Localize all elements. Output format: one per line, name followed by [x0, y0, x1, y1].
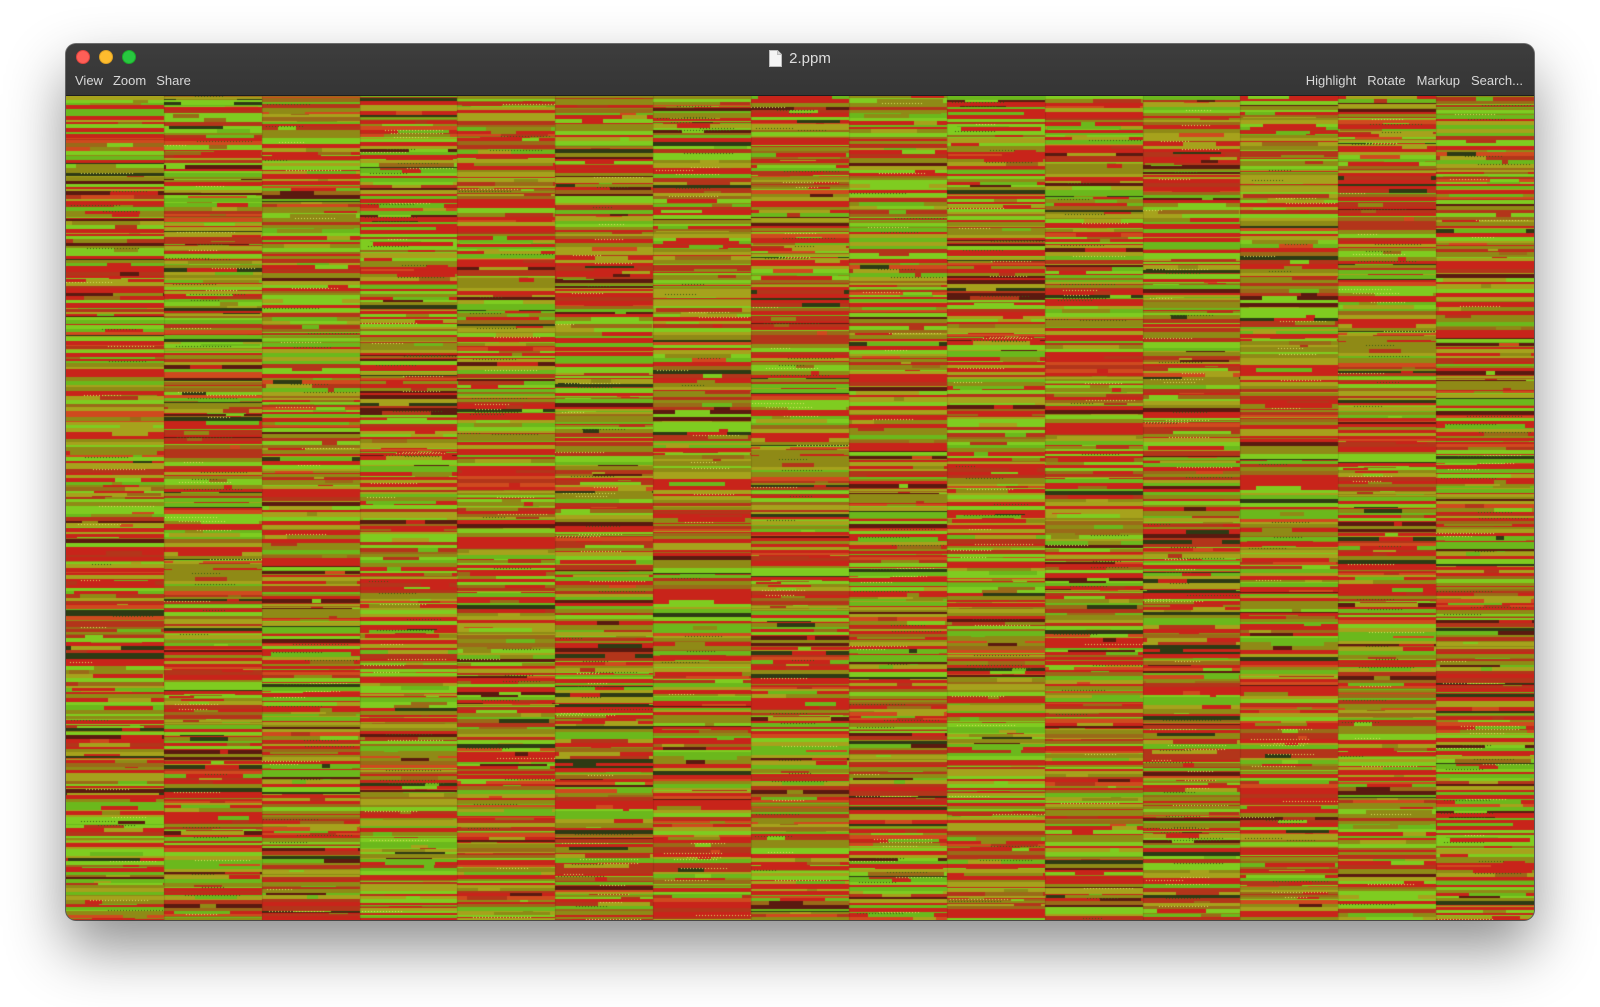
highlight-button[interactable]: Highlight [1305, 73, 1357, 88]
view-menu[interactable]: View [75, 73, 103, 88]
search-field[interactable]: Search... [1470, 73, 1523, 88]
toolbar-left: View Zoom Share [75, 72, 191, 90]
window-title: 2.ppm [66, 47, 1534, 69]
document-icon [769, 49, 783, 67]
zoom-button[interactable] [122, 50, 136, 64]
image-viewport[interactable] [66, 96, 1534, 920]
close-button[interactable] [76, 50, 90, 64]
markup-button[interactable]: Markup [1416, 73, 1460, 88]
minimize-button[interactable] [99, 50, 113, 64]
share-menu[interactable]: Share [156, 73, 191, 88]
rotate-button[interactable]: Rotate [1367, 73, 1406, 88]
titlebar[interactable]: 2.ppm View Zoom Share Highlight Rotate M… [66, 44, 1534, 96]
window-title-text: 2.ppm [789, 49, 831, 67]
ppm-image [66, 96, 1534, 920]
toolbar-right: Highlight Rotate Markup Search... [1306, 72, 1523, 90]
preview-window: 2.ppm View Zoom Share Highlight Rotate M… [66, 44, 1534, 920]
zoom-menu[interactable]: Zoom [112, 73, 147, 88]
